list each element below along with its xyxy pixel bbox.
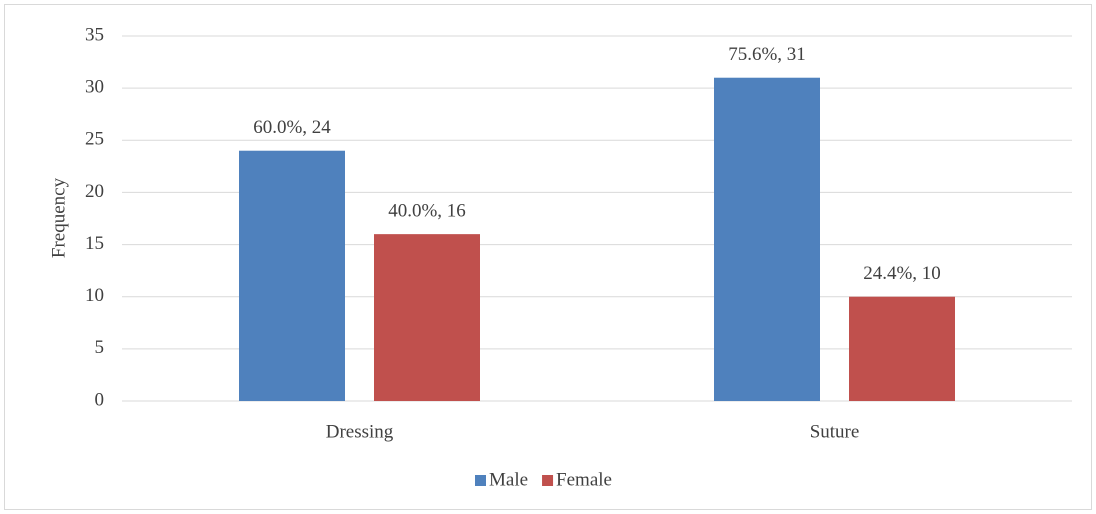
y-tick-label: 25: [85, 129, 104, 150]
legend-label: Female: [556, 469, 612, 490]
y-tick-label: 10: [85, 285, 104, 306]
y-axis-label: Frequency: [48, 177, 69, 258]
legend-label: Male: [489, 469, 528, 490]
x-tick-label: Suture: [810, 421, 860, 442]
y-tick-label: 15: [85, 233, 104, 254]
y-tick-label: 5: [95, 337, 105, 358]
y-tick-label: 0: [95, 389, 105, 410]
data-label: 40.0%, 16: [388, 201, 466, 222]
legend-swatch: [542, 475, 554, 486]
y-tick-label: 30: [85, 77, 104, 98]
bar: [374, 234, 480, 401]
y-tick-label: 20: [85, 181, 104, 202]
data-label: 24.4%, 10: [863, 263, 941, 284]
bar: [714, 77, 820, 401]
x-tick-label: Dressing: [326, 421, 394, 442]
data-label: 60.0%, 24: [253, 117, 331, 138]
bar: [849, 296, 955, 401]
legend-swatch: [475, 475, 486, 486]
bar: [239, 150, 345, 401]
data-label: 75.6%, 31: [728, 44, 806, 65]
y-tick-label: 35: [85, 24, 104, 45]
chart-border: [4, 4, 1092, 510]
